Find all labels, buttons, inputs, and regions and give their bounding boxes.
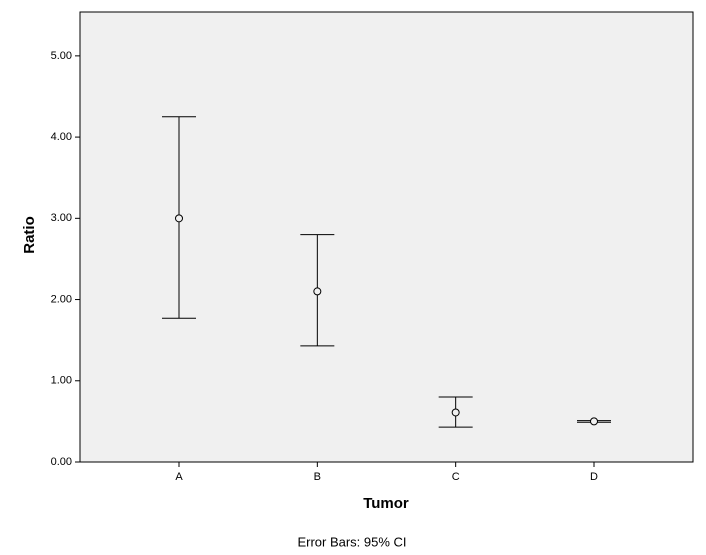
- y-tick-label: 5.00: [51, 50, 72, 62]
- y-tick-label: 4.00: [51, 131, 72, 143]
- footnote: Error Bars: 95% CI: [297, 534, 406, 549]
- y-axis-title: Ratio: [21, 216, 38, 254]
- y-tick-label: 1.00: [51, 375, 72, 387]
- mean-point: [313, 287, 322, 296]
- plot-area: [79, 11, 694, 463]
- x-tick-label: A: [175, 471, 183, 483]
- x-tick-label: D: [590, 471, 598, 483]
- y-tick-label: 0.00: [51, 456, 72, 468]
- y-tick-label: 2.00: [51, 293, 72, 305]
- x-tick-label: C: [452, 471, 460, 483]
- mean-point: [451, 408, 460, 417]
- x-tick-label: B: [314, 471, 321, 483]
- x-axis-title: Tumor: [363, 495, 409, 512]
- mean-point: [175, 214, 183, 223]
- mean-point: [590, 417, 598, 426]
- y-tick-label: 3.00: [51, 212, 72, 224]
